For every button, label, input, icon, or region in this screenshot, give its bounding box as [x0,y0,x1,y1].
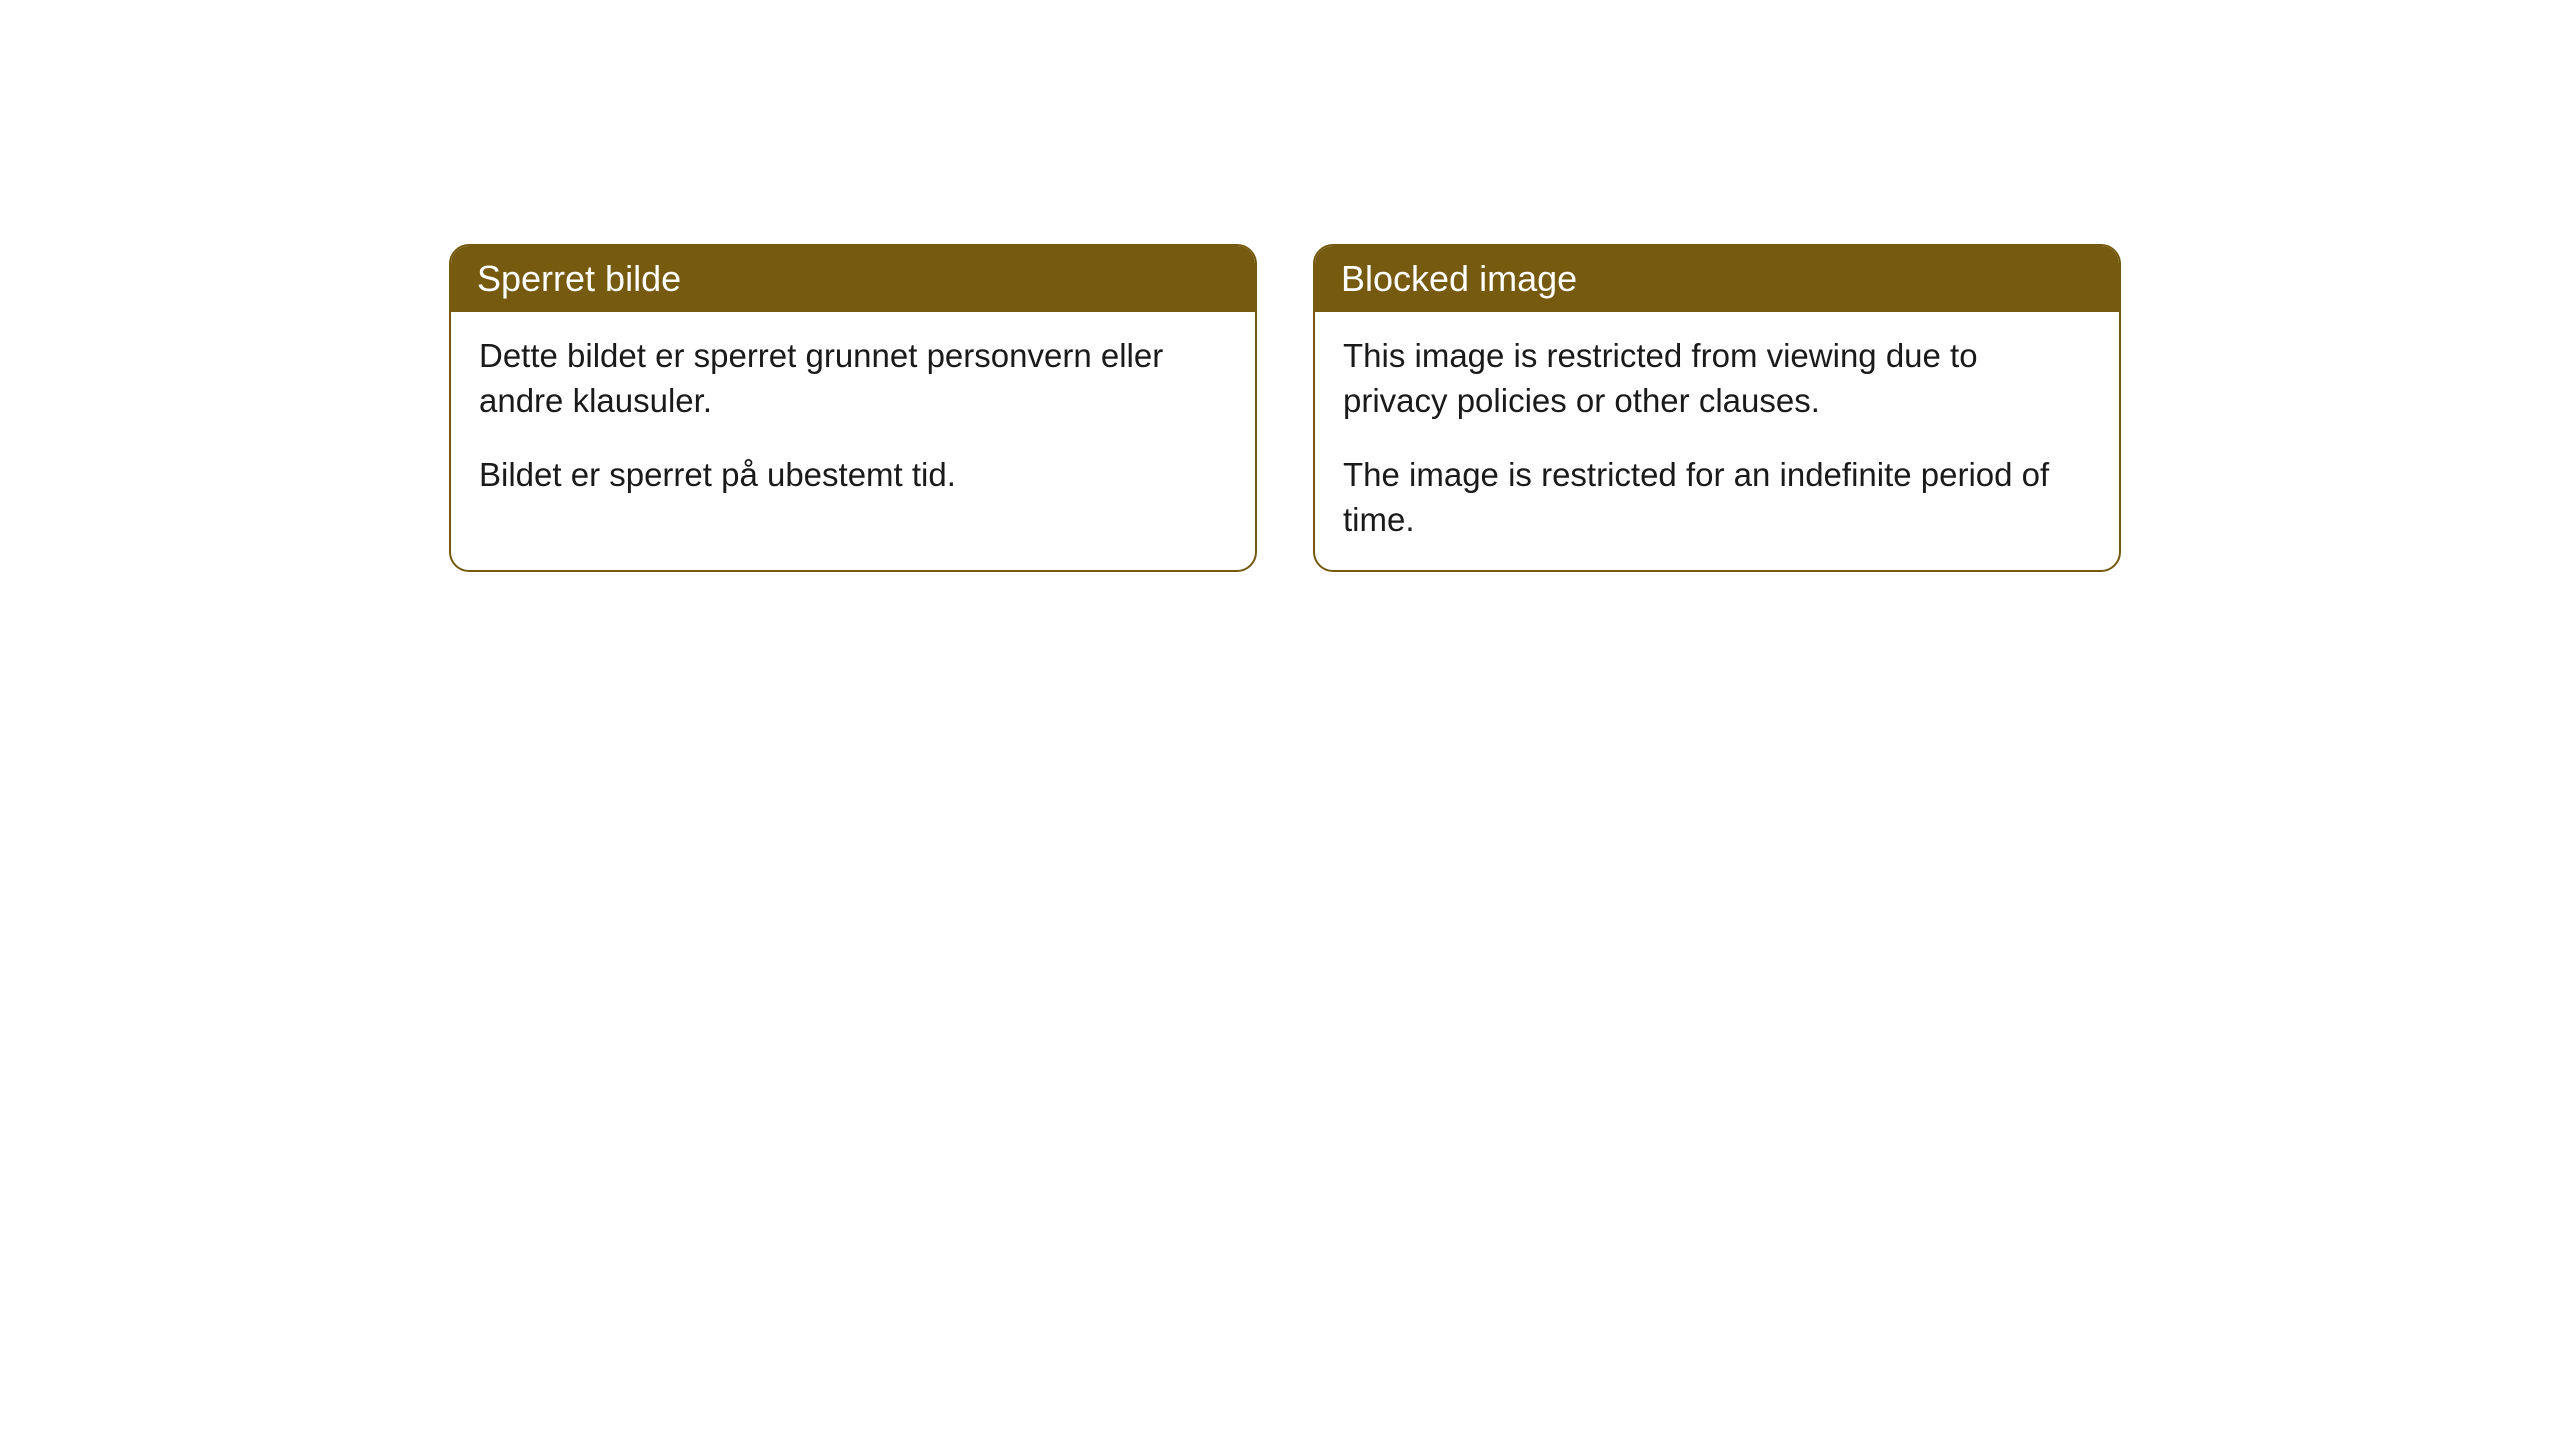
card-paragraph: Dette bildet er sperret grunnet personve… [479,334,1227,423]
card-paragraph: This image is restricted from viewing du… [1343,334,2091,423]
card-body: This image is restricted from viewing du… [1315,312,2119,570]
card-paragraph: Bildet er sperret på ubestemt tid. [479,453,1227,498]
notice-cards-container: Sperret bilde Dette bildet er sperret gr… [449,244,2121,572]
card-body: Dette bildet er sperret grunnet personve… [451,312,1255,526]
card-title: Blocked image [1341,258,1577,299]
card-title: Sperret bilde [477,258,681,299]
blocked-image-card-english: Blocked image This image is restricted f… [1313,244,2121,572]
card-paragraph: The image is restricted for an indefinit… [1343,453,2091,542]
blocked-image-card-norwegian: Sperret bilde Dette bildet er sperret gr… [449,244,1257,572]
card-header: Sperret bilde [451,246,1255,312]
card-header: Blocked image [1315,246,2119,312]
